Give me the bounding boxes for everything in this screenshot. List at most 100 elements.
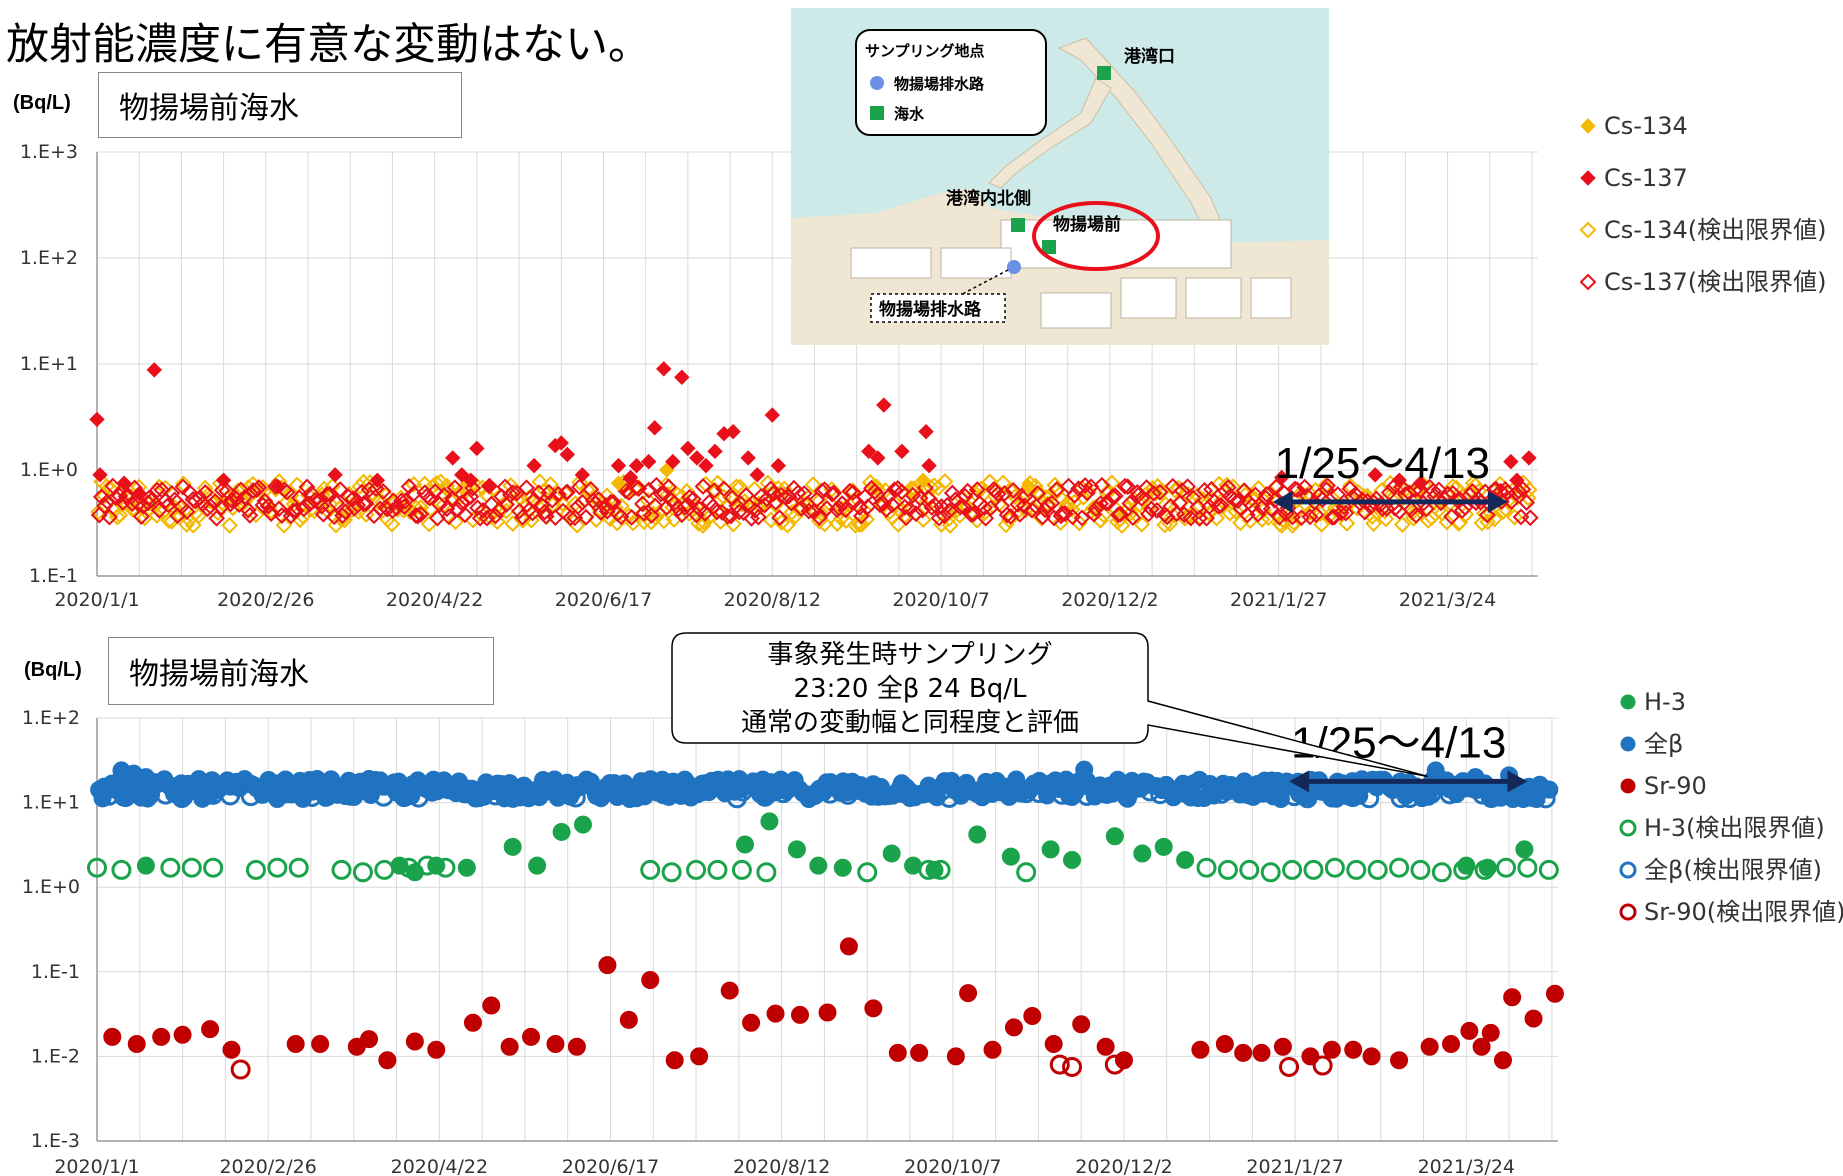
chart-1-mark	[1171, 494, 1188, 512]
chart-2-mark	[1139, 781, 1160, 802]
chart-1-mark	[1052, 507, 1070, 525]
chart-2-mark	[1198, 786, 1217, 805]
chart-2-mark	[1522, 788, 1541, 807]
chart-1-mark	[1400, 484, 1418, 502]
chart-2-mark	[385, 773, 404, 792]
chart-2-mark	[563, 783, 582, 802]
chart-2-mark	[1440, 780, 1459, 799]
chart-1-mark	[994, 474, 1012, 492]
chart-1-mark	[1367, 467, 1383, 483]
chart-1-mark	[1412, 475, 1429, 491]
chart-1-mark	[257, 481, 274, 499]
chart-1-mark	[412, 505, 430, 523]
chart-1-mark	[1304, 503, 1321, 521]
chart-2-mark	[1298, 787, 1317, 806]
chart-1-mark	[1080, 483, 1097, 501]
chart-2-mark	[457, 783, 476, 802]
chart-1-mark	[1218, 476, 1236, 494]
chart-1-mark	[1469, 490, 1487, 508]
chart-2-mark	[223, 777, 242, 796]
chart-1-mark	[690, 515, 708, 532]
chart-2-mark	[446, 784, 465, 803]
chart-1-mark	[1423, 509, 1441, 527]
chart-1-mark	[728, 497, 746, 515]
map-building	[1040, 292, 1112, 329]
chart-1-mark	[1162, 497, 1180, 515]
chart-1-mark	[1082, 502, 1100, 520]
chart-2-mark	[1431, 862, 1452, 883]
chart-2-mark	[1108, 770, 1127, 789]
chart-2-mark	[766, 1004, 785, 1023]
chart-1-mark	[1496, 481, 1514, 498]
chart-1-mark	[627, 479, 645, 496]
chart-2-mark	[1235, 772, 1254, 791]
chart-1-mark	[1296, 478, 1314, 496]
chart-1-mark	[285, 502, 302, 520]
chart-1-mark	[1466, 477, 1484, 494]
chart-1-mark	[951, 498, 969, 516]
chart-1-xtick-label: 2021/3/24	[1399, 589, 1496, 611]
chart-2-mark	[173, 1025, 192, 1044]
chart-1-mark	[997, 516, 1015, 534]
chart-1-mark	[416, 475, 434, 493]
chart-1-mark	[1473, 514, 1491, 532]
chart-1-mark	[1015, 485, 1033, 502]
chart-1-mark	[1348, 499, 1366, 517]
chart-2-mark	[725, 782, 744, 801]
chart-2-mark	[1052, 784, 1073, 805]
chart-1-mark	[401, 503, 419, 521]
chart-2-mark	[793, 784, 812, 803]
chart-2-mark	[805, 785, 824, 804]
chart-1-mark	[1024, 499, 1042, 517]
chart-1-mark	[96, 487, 114, 505]
chart-1-mark	[325, 508, 343, 526]
chart-1-legend-marker	[1579, 221, 1597, 239]
chart-2-mark	[1470, 778, 1489, 797]
chart-2-mark	[417, 855, 438, 876]
chart-1-mark	[956, 487, 974, 505]
chart-2-mark	[856, 784, 875, 803]
chart-1-mark	[1356, 488, 1374, 506]
chart-1-mark	[701, 508, 719, 526]
chart-1-mark	[369, 472, 386, 488]
chart-2-mark	[230, 779, 249, 798]
chart-2-mark	[116, 772, 135, 791]
chart-2-mark	[965, 782, 984, 801]
chart-2-mark	[161, 778, 180, 797]
chart-2-mark	[185, 782, 204, 801]
map-building	[850, 247, 932, 279]
chart-2-mark	[1545, 984, 1564, 1003]
chart-1-mark	[305, 502, 323, 520]
chart-2-mark	[1504, 786, 1525, 807]
chart-1-mark	[467, 477, 485, 494]
chart-2-mark	[841, 780, 860, 799]
chart-1-mark	[1472, 493, 1490, 511]
chart-2-series-3	[87, 855, 1559, 883]
chart-2-mark	[115, 787, 136, 808]
chart-2-mark	[771, 770, 790, 789]
chart-2-mark	[1114, 1051, 1133, 1070]
chart-1-mark	[1491, 475, 1509, 493]
chart-2-mark	[304, 782, 323, 801]
chart-1-mark	[990, 495, 1008, 513]
chart-1-mark	[1188, 486, 1206, 504]
chart-2-mark	[731, 859, 752, 880]
chart-1-mark	[1157, 496, 1175, 513]
chart-1-mark	[1184, 489, 1202, 507]
chart-1-mark	[691, 500, 708, 518]
chart-2-mark	[200, 786, 219, 805]
chart-1-mark	[1206, 493, 1223, 511]
chart-1-mark	[628, 457, 645, 474]
chart-2-mark	[839, 937, 858, 956]
chart-1-mark	[350, 503, 368, 521]
chart-2-ytick-label: 1.E-1	[31, 961, 80, 983]
chart-2-mark	[488, 774, 507, 793]
chart-2-mark	[1268, 771, 1287, 790]
chart-1-mark	[1125, 490, 1143, 508]
chart-1-mark	[1166, 481, 1184, 499]
chart-1-mark	[1509, 488, 1527, 506]
chart-1-mark	[782, 494, 800, 512]
chart-2-mark	[622, 785, 641, 804]
chart-1-mark	[472, 505, 490, 522]
chart-2-mark	[983, 1040, 1002, 1059]
